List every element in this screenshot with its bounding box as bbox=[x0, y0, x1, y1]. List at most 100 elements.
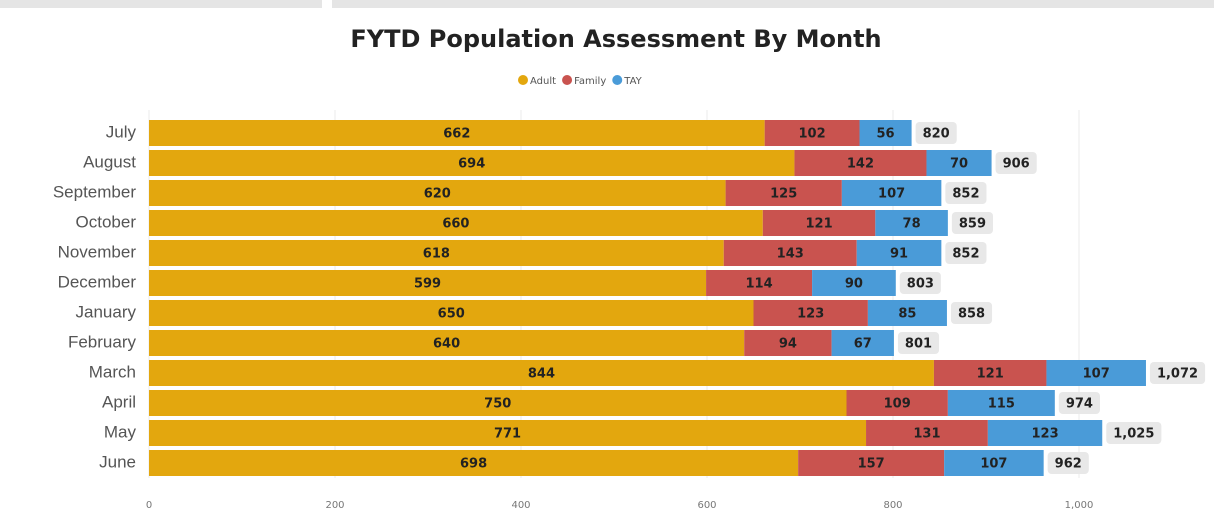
y-tick-label: October bbox=[76, 212, 137, 231]
data-label: 67 bbox=[854, 337, 872, 352]
bar-segment bbox=[149, 120, 765, 146]
total-label: 858 bbox=[958, 307, 985, 322]
data-label: 157 bbox=[858, 457, 885, 472]
x-tick-label: 600 bbox=[697, 500, 716, 511]
data-label: 70 bbox=[950, 157, 968, 172]
data-label: 90 bbox=[845, 277, 863, 292]
bar-segment bbox=[866, 420, 988, 446]
total-label: 801 bbox=[905, 337, 932, 352]
total-box bbox=[950, 302, 993, 324]
legend-marker bbox=[518, 75, 528, 85]
y-tick-label: April bbox=[102, 392, 136, 411]
data-label: 78 bbox=[903, 217, 921, 232]
total-box bbox=[945, 182, 987, 204]
bar-segment bbox=[725, 180, 842, 206]
bar-segment bbox=[798, 450, 945, 476]
total-box bbox=[1149, 362, 1206, 384]
total-box bbox=[951, 212, 994, 234]
data-label: 599 bbox=[414, 277, 441, 292]
legend-label: Adult bbox=[530, 76, 556, 87]
total-box bbox=[915, 122, 957, 144]
total-label: 974 bbox=[1066, 397, 1093, 412]
y-tick-label: August bbox=[83, 152, 136, 171]
data-label: 750 bbox=[484, 397, 511, 412]
y-tick-label: June bbox=[99, 452, 136, 471]
total-box bbox=[899, 272, 941, 294]
data-label: 142 bbox=[847, 157, 874, 172]
total-box bbox=[1047, 452, 1089, 474]
y-tick-label: January bbox=[76, 302, 137, 321]
data-label: 694 bbox=[458, 157, 485, 172]
bar-segment bbox=[762, 210, 876, 236]
bar-segment bbox=[947, 390, 1055, 416]
bar-segment bbox=[859, 120, 912, 146]
bar-segment bbox=[812, 270, 896, 296]
data-label: 102 bbox=[799, 127, 826, 142]
bar-segment bbox=[149, 210, 763, 236]
bar-segment bbox=[794, 150, 927, 176]
bar-segment bbox=[744, 330, 832, 356]
bar-segment bbox=[149, 420, 867, 446]
y-tick-label: March bbox=[89, 362, 136, 381]
bar-segment bbox=[149, 450, 799, 476]
data-label: 121 bbox=[977, 367, 1004, 382]
data-label: 107 bbox=[980, 457, 1007, 472]
bar-segment bbox=[149, 360, 934, 386]
data-label: 660 bbox=[442, 217, 469, 232]
data-label: 85 bbox=[898, 307, 916, 322]
bar-segment bbox=[149, 270, 707, 296]
legend-label: Family bbox=[574, 76, 606, 87]
total-label: 852 bbox=[952, 187, 979, 202]
x-tick-label: 800 bbox=[883, 500, 902, 511]
data-label: 618 bbox=[423, 247, 450, 262]
bar-segment bbox=[753, 300, 868, 326]
bar-segment bbox=[831, 330, 894, 356]
y-tick-label: September bbox=[53, 182, 136, 201]
y-tick-label: February bbox=[68, 332, 137, 351]
y-tick-label: December bbox=[58, 272, 137, 291]
bar-segment bbox=[926, 150, 992, 176]
y-tick-label: July bbox=[106, 122, 137, 141]
total-label: 1,072 bbox=[1157, 367, 1198, 382]
data-label: 121 bbox=[805, 217, 832, 232]
bar-segment bbox=[149, 240, 724, 266]
data-label: 91 bbox=[890, 247, 908, 262]
y-tick-label: November bbox=[58, 242, 137, 261]
x-tick-label: 400 bbox=[511, 500, 530, 511]
data-label: 698 bbox=[460, 457, 487, 472]
total-box bbox=[995, 152, 1037, 174]
bar-segment bbox=[987, 420, 1103, 446]
data-label: 107 bbox=[878, 187, 905, 202]
total-label: 820 bbox=[923, 127, 950, 142]
data-label: 143 bbox=[777, 247, 804, 262]
bar-segment bbox=[1046, 360, 1146, 386]
total-box bbox=[1106, 422, 1162, 444]
data-label: 56 bbox=[877, 127, 895, 142]
data-label: 844 bbox=[528, 367, 555, 382]
data-label: 114 bbox=[746, 277, 773, 292]
total-box bbox=[897, 332, 940, 354]
data-label: 125 bbox=[770, 187, 797, 202]
bar-segment bbox=[846, 390, 948, 416]
bar-segment bbox=[944, 450, 1044, 476]
data-label: 123 bbox=[1031, 427, 1058, 442]
total-label: 803 bbox=[907, 277, 934, 292]
data-label: 107 bbox=[1083, 367, 1110, 382]
total-box bbox=[1058, 392, 1100, 414]
total-label: 962 bbox=[1055, 457, 1082, 472]
legend-marker bbox=[562, 75, 573, 85]
total-label: 852 bbox=[952, 247, 979, 262]
data-label: 662 bbox=[443, 127, 470, 142]
total-box bbox=[945, 242, 987, 264]
chart-title: FYTD Population Assessment By Month bbox=[350, 25, 881, 53]
legend-label: TAY bbox=[623, 76, 642, 87]
data-label: 123 bbox=[797, 307, 824, 322]
total-label: 859 bbox=[959, 217, 986, 232]
data-label: 771 bbox=[494, 427, 521, 442]
data-label: 620 bbox=[424, 187, 451, 202]
bar-segment bbox=[723, 240, 857, 266]
data-label: 115 bbox=[988, 397, 1015, 412]
x-tick-label: 200 bbox=[325, 500, 344, 511]
bar-segment bbox=[149, 150, 795, 176]
y-tick-label: May bbox=[104, 422, 137, 441]
